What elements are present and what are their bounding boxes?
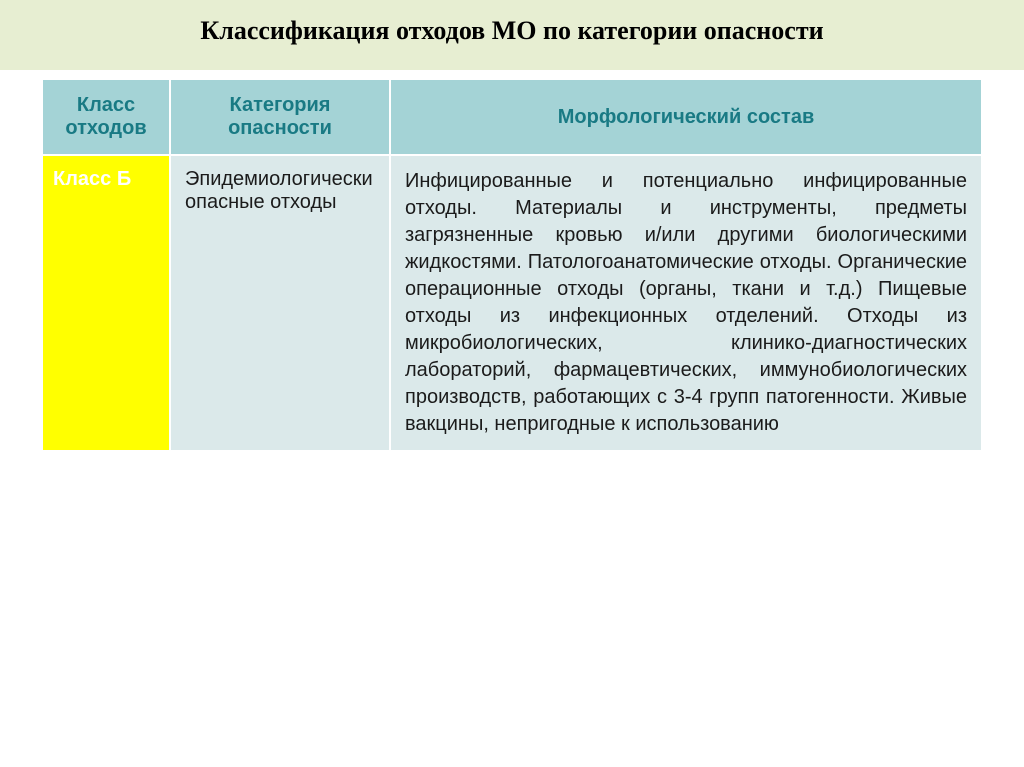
header-class: Класс отходов: [42, 79, 170, 155]
cell-morphology: Инфицированные и потенциально инфицирова…: [390, 155, 982, 451]
header-category: Категория опасности: [170, 79, 390, 155]
table-head: Класс отходов Категория опасности Морфол…: [42, 79, 982, 155]
table-body: Класс Б Эпидемиологически опасные отходы…: [42, 155, 982, 451]
header-morphology: Морфологический состав: [390, 79, 982, 155]
title-bar: Классификация отходов МО по категории оп…: [0, 0, 1024, 70]
page-title: Классификация отходов МО по категории оп…: [40, 16, 984, 46]
cell-class: Класс Б: [42, 155, 170, 451]
header-row: Класс отходов Категория опасности Морфол…: [42, 79, 982, 155]
classification-table: Класс отходов Категория опасности Морфол…: [41, 78, 983, 452]
table-row: Класс Б Эпидемиологически опасные отходы…: [42, 155, 982, 451]
cell-category: Эпидемиологически опасные отходы: [170, 155, 390, 451]
